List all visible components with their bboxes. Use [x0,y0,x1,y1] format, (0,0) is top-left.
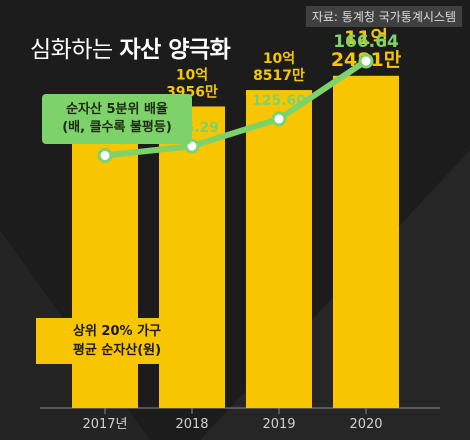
x-tick-label-3: 2020 [349,417,382,432]
bar-legend-line2: 평균 순자산(원) [72,343,162,358]
bar-3 [333,75,399,409]
line-legend-line1: 순자산 5분위 배율 [66,102,168,117]
source-note: 자료: 통계청 국가통계시스템 [305,6,462,27]
ratio-label-3: 166.64 [333,32,399,52]
ratio-point-2 [271,111,287,127]
x-tick-labels: 2017년 2018 2019 2020 [82,417,382,432]
bar-label-2-1: 8517만 [253,68,305,84]
ratio-point-3 [358,53,374,69]
page-title: 심화하는 자산 양극화 [30,30,231,64]
x-tick-label-0: 2017년 [82,417,127,432]
bar-label-1-0: 10억 [176,67,208,83]
bar-2 [246,90,312,408]
line-legend: 순자산 5분위 배율 (배, 클수록 불평등) [42,94,192,144]
x-tick-label-1: 2018 [175,417,208,432]
ratio-line [104,58,368,159]
line-legend-line2: (배, 클수록 불평등) [62,120,172,135]
ratio-label-2: 125.60 [252,93,306,109]
ratio-points [97,53,374,163]
bar-label-2-0: 10억 [263,51,295,67]
bar-0 [72,139,138,408]
title-emphasis: 자산 양극화 [119,37,231,63]
ratio-point-0 [97,147,113,163]
bar-series [72,75,399,409]
x-tick-marks [104,408,367,414]
bar-legend-line1: 상위 20% 가구 [72,324,161,339]
bar-legend: 상위 20% 가구 평균 순자산(원) [36,318,198,364]
bar-label-3-0: 11억 [344,27,388,49]
x-tick-label-2: 2019 [262,417,295,432]
title-prefix: 심화하는 [30,37,120,63]
